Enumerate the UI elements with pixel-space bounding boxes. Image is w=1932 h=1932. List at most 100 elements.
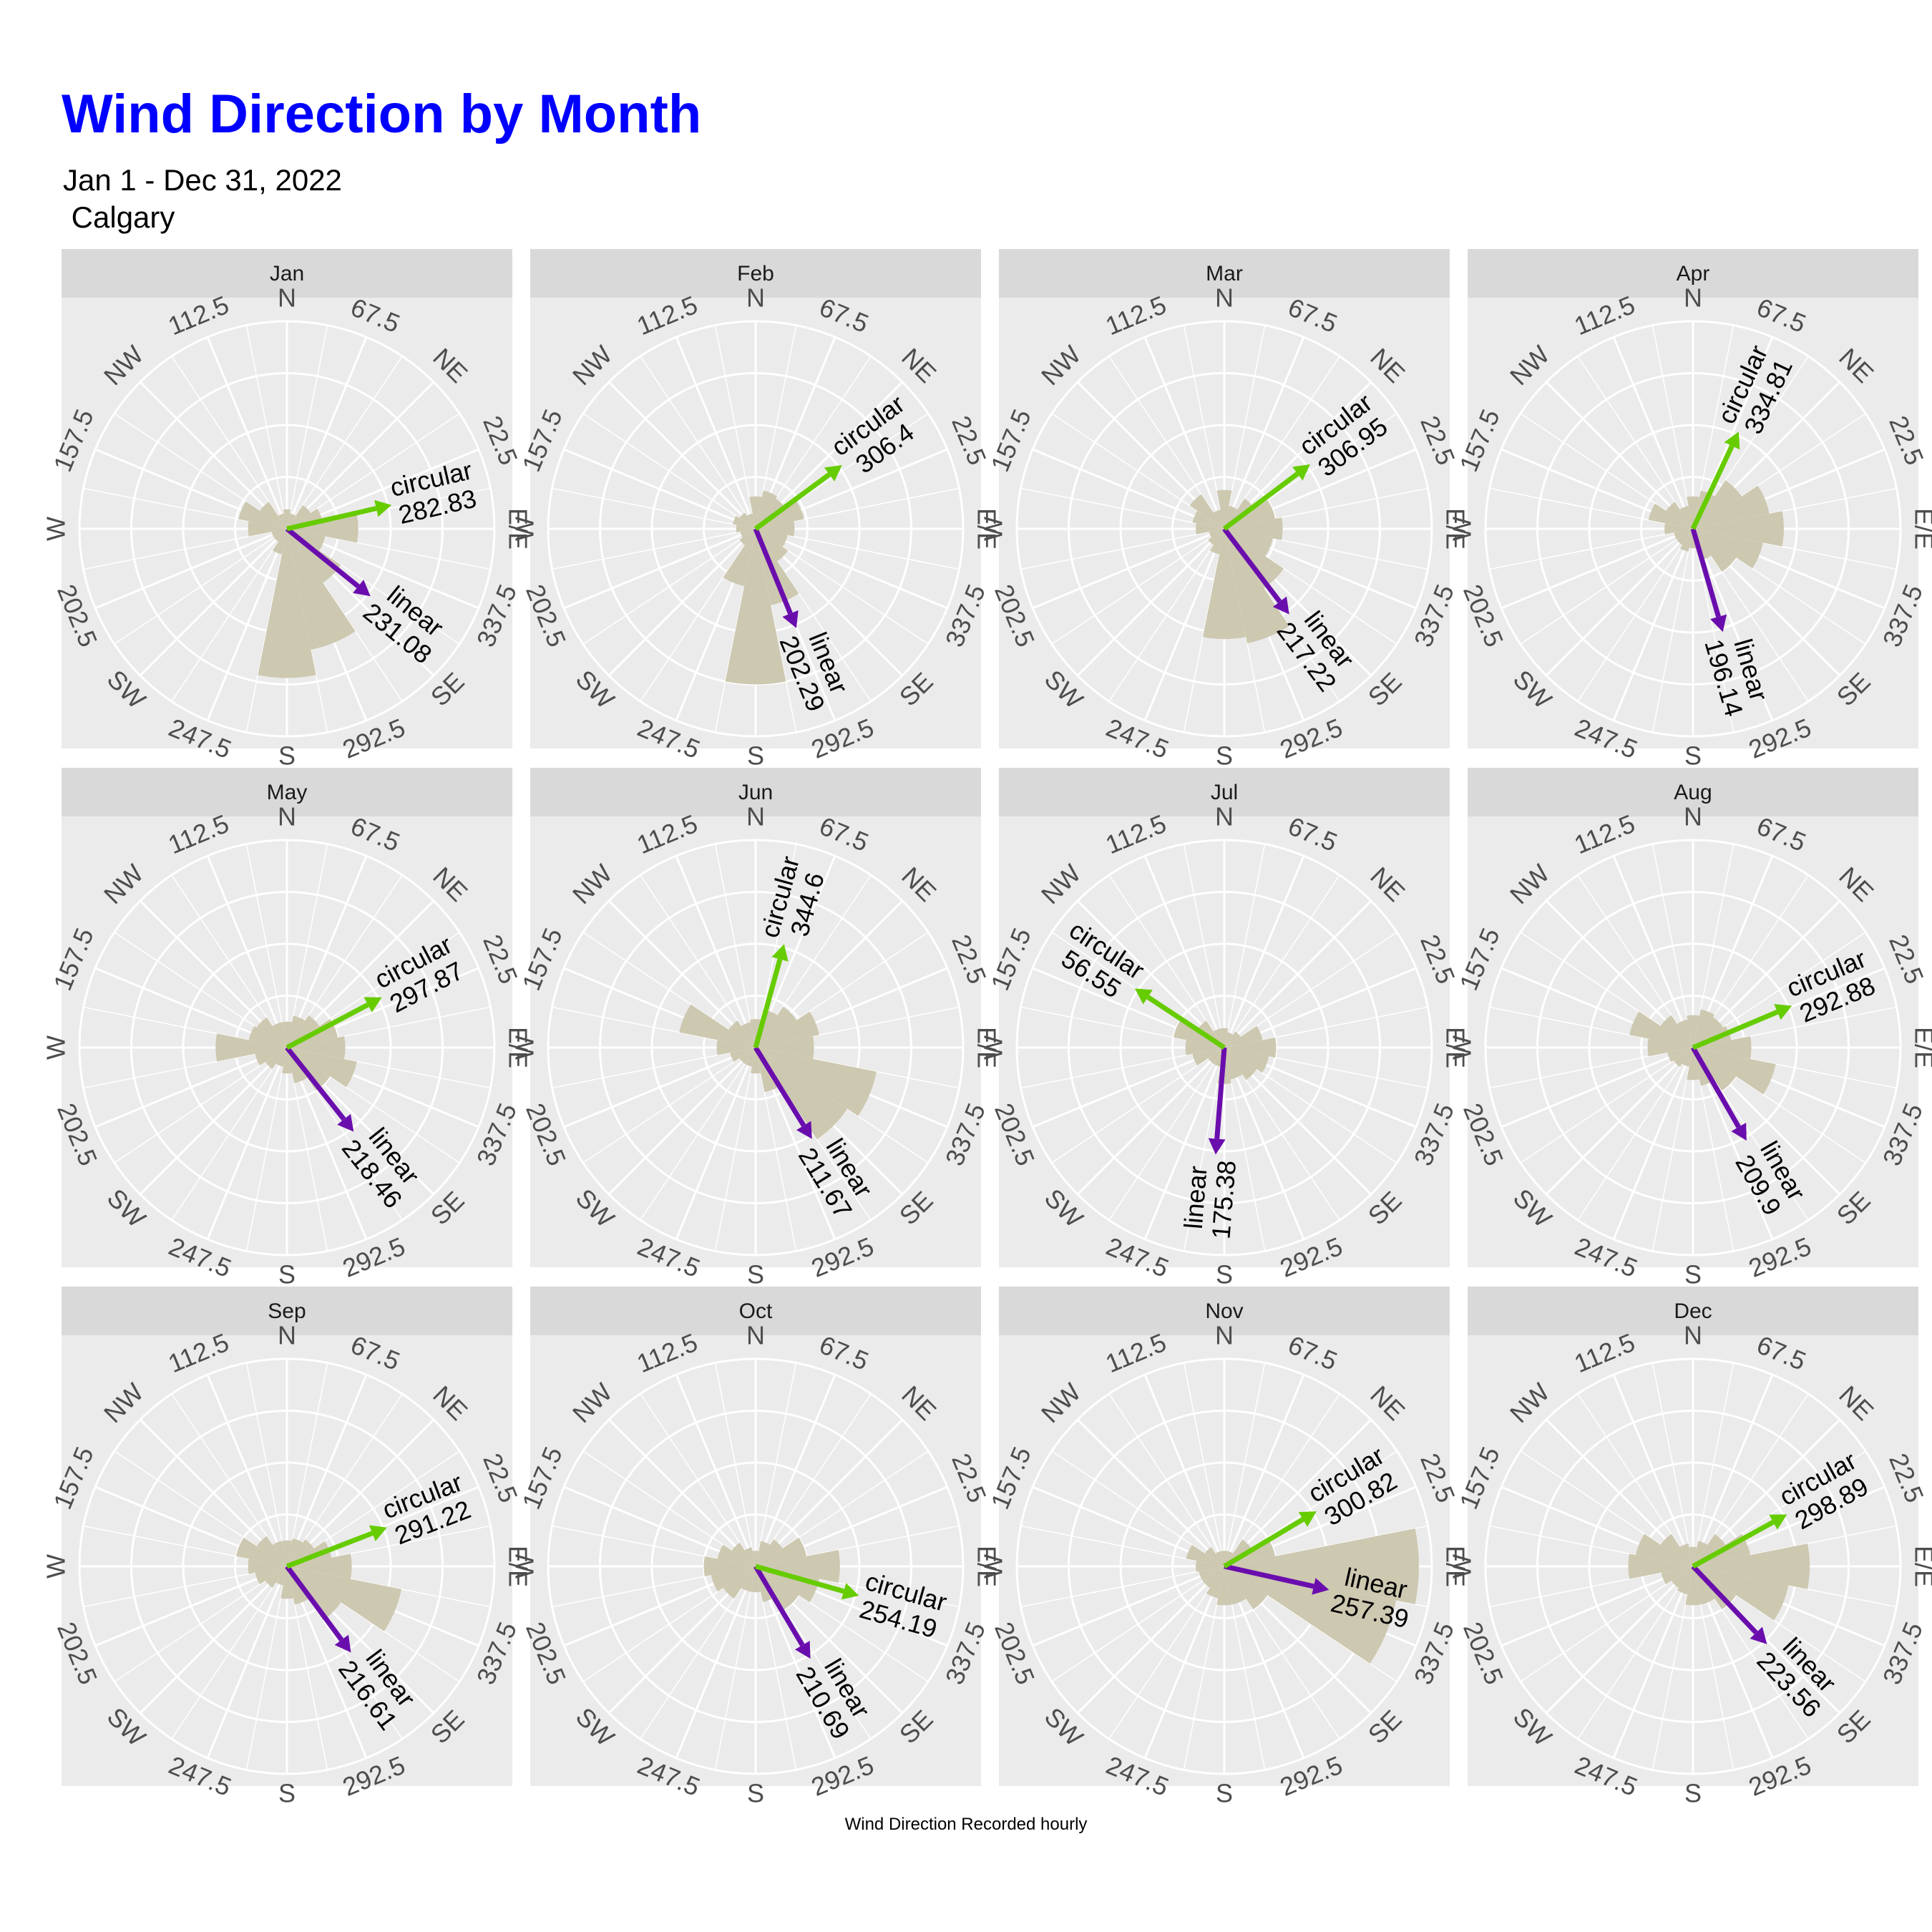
grid-spoke xyxy=(640,356,756,530)
grid-spoke xyxy=(1692,1362,1735,1567)
grid-spoke xyxy=(1489,528,1694,570)
circular-arrow xyxy=(1690,444,1735,530)
strip xyxy=(62,249,512,298)
grid-spoke xyxy=(1520,1047,1694,1163)
grid-spoke xyxy=(286,336,368,530)
direction-label: W xyxy=(1448,1554,1477,1579)
grid-spoke xyxy=(139,1565,288,1714)
rose-bar xyxy=(1208,1048,1224,1064)
rose-bar xyxy=(273,529,287,542)
direction-label: W xyxy=(979,1035,1008,1060)
direction-label: S xyxy=(747,1779,764,1808)
rose-bar xyxy=(1202,1566,1224,1589)
grid-spoke xyxy=(245,1566,288,1770)
rose-bar xyxy=(1208,529,1224,545)
rose-bar xyxy=(1224,529,1284,588)
rose-bar xyxy=(1209,529,1224,555)
grid-spoke xyxy=(755,1047,797,1252)
rose-bar xyxy=(265,1048,287,1070)
grid-spoke xyxy=(139,527,288,677)
circular-arrow xyxy=(1222,472,1299,531)
linear-arrow xyxy=(1691,1564,1758,1635)
rose-bar xyxy=(756,1009,778,1048)
circular-arrow xyxy=(1146,995,1226,1050)
rose-bar xyxy=(1216,489,1232,529)
grid-spoke xyxy=(1032,1046,1225,1128)
grid-spoke xyxy=(83,528,288,570)
direction-label: S xyxy=(1216,741,1233,771)
grid-spoke xyxy=(754,1374,836,1567)
grid-spoke xyxy=(1577,1393,1694,1567)
linear-arrowhead xyxy=(1272,596,1289,615)
linear-arrowhead xyxy=(353,580,371,597)
grid-spoke xyxy=(286,325,328,530)
rose-bar xyxy=(1671,1566,1693,1589)
rose-bar xyxy=(283,509,291,529)
linear-arrow xyxy=(753,1046,806,1127)
circular-arrow xyxy=(1692,1520,1775,1569)
grid-spoke xyxy=(171,1566,288,1740)
grid-spoke xyxy=(1692,528,1735,733)
grid-spoke xyxy=(286,356,403,530)
direction-label: N xyxy=(278,283,296,313)
grid-spoke xyxy=(714,1566,756,1770)
grid-spoke xyxy=(171,528,288,702)
rose-bar xyxy=(1224,1031,1241,1048)
grid-spoke xyxy=(245,844,288,1048)
rose-bar xyxy=(756,1036,814,1059)
grid-spoke xyxy=(114,932,288,1048)
rose-bar xyxy=(287,1538,303,1566)
rose-bar xyxy=(265,1566,287,1589)
grid-spoke xyxy=(94,527,288,610)
grid-spoke xyxy=(171,1393,288,1567)
grid-spoke xyxy=(754,1418,904,1568)
rose-bar xyxy=(1660,1015,1693,1048)
grid-spoke xyxy=(1224,1362,1266,1567)
rose-bar xyxy=(1664,523,1693,535)
grid-spoke xyxy=(1108,1393,1225,1567)
rose-bar xyxy=(1202,529,1246,640)
rose-bar xyxy=(756,529,788,547)
linear-arrow xyxy=(1690,528,1721,618)
rose-bar xyxy=(255,1566,287,1585)
rose-bar xyxy=(739,1048,756,1064)
rose-bar xyxy=(1221,1551,1228,1566)
grid-spoke xyxy=(1143,1374,1226,1567)
rose-bar xyxy=(287,1553,352,1579)
circular-arrowhead xyxy=(1774,1004,1792,1020)
rose-bar xyxy=(1189,494,1224,529)
direction-label: W xyxy=(42,1035,71,1060)
linear-arrowhead xyxy=(795,1640,811,1659)
rose-bar xyxy=(1687,496,1699,529)
rose-bar xyxy=(1693,1048,1776,1095)
grid-spoke xyxy=(206,1374,288,1567)
grid-spoke xyxy=(1108,1047,1225,1221)
strip xyxy=(1468,768,1918,816)
linear-arrowhead xyxy=(1731,1122,1747,1141)
grid-spoke xyxy=(286,1362,328,1567)
grid-spoke xyxy=(608,381,757,530)
rose-bar xyxy=(1224,1566,1396,1664)
circular-arrowhead xyxy=(1769,1514,1787,1530)
grid-spoke xyxy=(755,325,797,530)
grid-spoke xyxy=(1577,874,1694,1048)
rose-bar xyxy=(287,1015,320,1048)
strip xyxy=(530,1287,981,1335)
strip xyxy=(530,768,981,816)
panel-title: Dec xyxy=(1674,1299,1712,1323)
rose-bar xyxy=(1628,1553,1693,1579)
grid-spoke xyxy=(1652,325,1694,530)
grid-spoke xyxy=(714,325,756,530)
grid-spoke xyxy=(714,1047,756,1252)
rose-bar xyxy=(287,1036,346,1059)
rose-bar xyxy=(260,502,287,529)
rose-bar xyxy=(1209,529,1224,538)
linear-arrow xyxy=(1690,1046,1741,1128)
panel-title: May xyxy=(267,781,308,804)
rose-bar xyxy=(1693,1009,1715,1048)
grid-spoke xyxy=(1020,528,1225,570)
